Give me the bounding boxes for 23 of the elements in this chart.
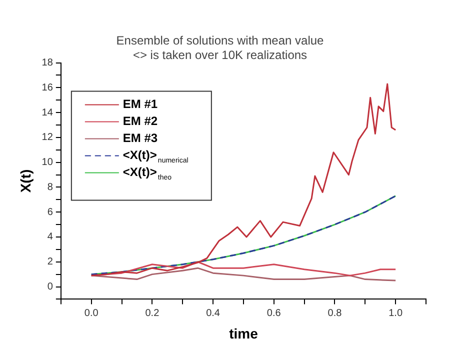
x-tick-label: 0.8 xyxy=(328,308,342,319)
y-axis-title: X(t) xyxy=(17,169,34,193)
x-tick-label: 0.4 xyxy=(206,308,220,319)
legend-label: EM #2 xyxy=(122,114,158,128)
y-tick-label: 18 xyxy=(42,58,54,69)
x-tick-label: 0.6 xyxy=(266,308,282,319)
legend-label: EM #1 xyxy=(122,97,158,112)
chart-title: Ensemble of solutions with mean value <> is taken over 10K realizations xyxy=(116,34,324,62)
y-tick-label: 10 xyxy=(42,157,54,168)
y-tick-label: 6 xyxy=(47,206,54,218)
line-series xyxy=(90,195,396,276)
y-tick-label: 2 xyxy=(47,256,54,268)
y-tick-label: 12 xyxy=(42,132,54,144)
text: 0.0 xyxy=(84,308,98,319)
x-tick-label: 0.2 xyxy=(145,308,160,319)
y-tick-label: 4 xyxy=(47,232,54,243)
x-tick-label: 1.0 xyxy=(388,308,403,319)
y-tick-label: 16 xyxy=(42,82,54,94)
y-tick-label: 14 xyxy=(42,107,54,118)
x-axis-title: time xyxy=(229,325,258,342)
y-tick-label: 0 xyxy=(47,282,54,293)
y-tick-label: 8 xyxy=(47,182,54,193)
legend-label: EM #3 xyxy=(122,131,158,146)
